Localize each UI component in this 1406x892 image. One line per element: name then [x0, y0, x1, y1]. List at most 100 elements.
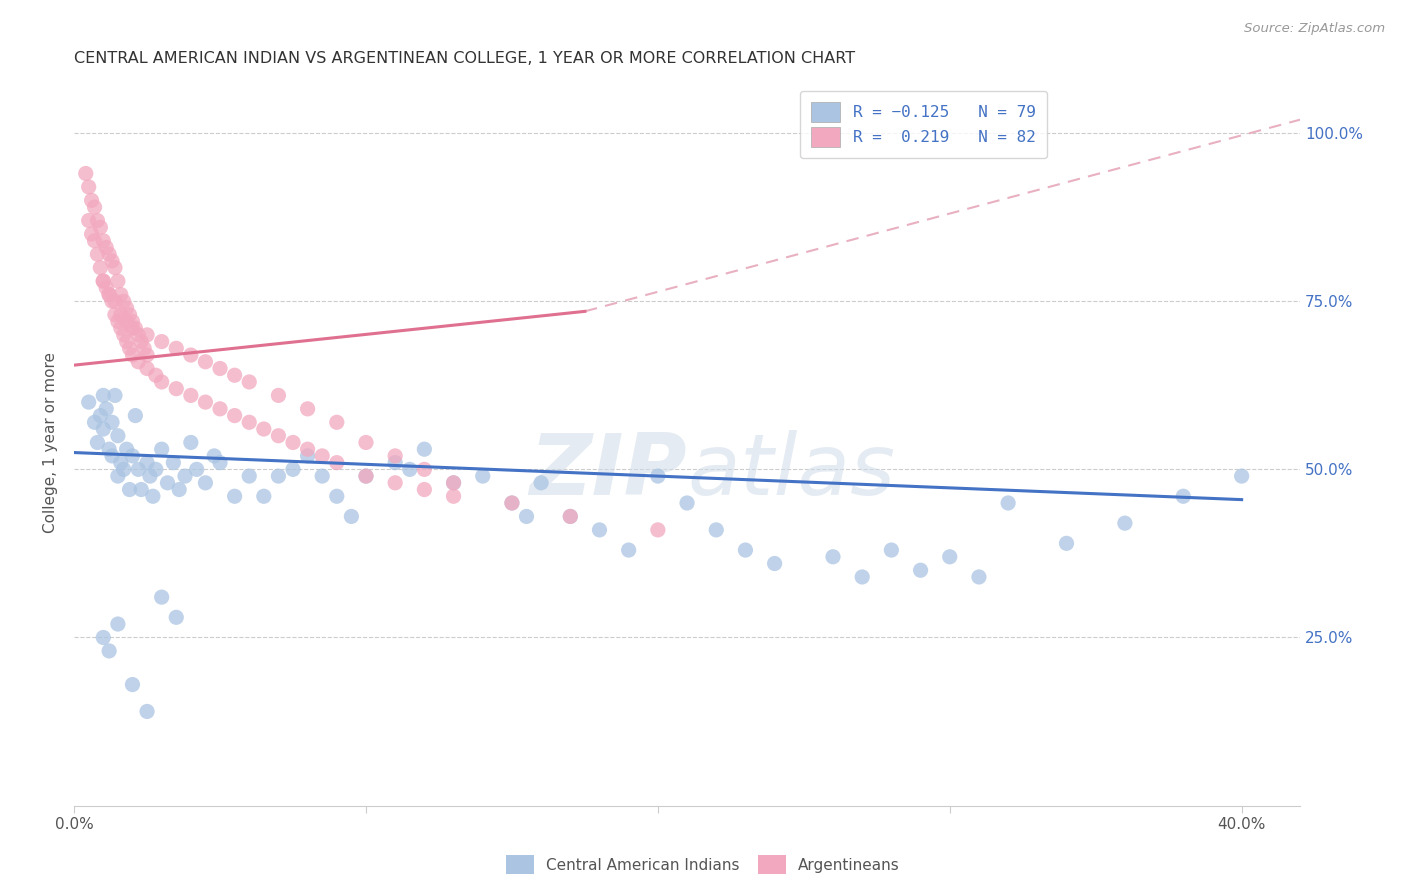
Point	[763, 557, 786, 571]
Point	[96, 401, 118, 416]
Point	[734, 543, 756, 558]
Point	[180, 388, 202, 402]
Point	[136, 348, 159, 362]
Point	[118, 308, 141, 322]
Point	[354, 469, 377, 483]
Point	[443, 489, 465, 503]
Point	[194, 355, 217, 369]
Point	[297, 401, 319, 416]
Point	[115, 334, 138, 349]
Point	[281, 435, 304, 450]
Point	[238, 415, 260, 429]
Point	[121, 314, 143, 328]
Point	[104, 294, 127, 309]
Point	[165, 610, 187, 624]
Point	[118, 342, 141, 356]
Point	[515, 509, 537, 524]
Point	[134, 342, 156, 356]
Point	[174, 469, 197, 483]
Point	[1230, 469, 1253, 483]
Point	[167, 483, 190, 497]
Point	[501, 496, 523, 510]
Point	[136, 361, 159, 376]
Point	[560, 509, 582, 524]
Point	[145, 368, 167, 383]
Point	[238, 375, 260, 389]
Point	[501, 496, 523, 510]
Point	[107, 274, 129, 288]
Point	[101, 294, 124, 309]
Point	[560, 509, 582, 524]
Point	[880, 543, 903, 558]
Point	[98, 247, 121, 261]
Point	[124, 409, 146, 423]
Point	[91, 388, 114, 402]
Point	[617, 543, 640, 558]
Point	[384, 456, 406, 470]
Point	[224, 489, 246, 503]
Point	[91, 234, 114, 248]
Point	[150, 442, 173, 457]
Point	[127, 355, 149, 369]
Point	[471, 469, 494, 483]
Point	[112, 327, 135, 342]
Point	[96, 240, 118, 254]
Point	[136, 705, 159, 719]
Point	[384, 475, 406, 490]
Point	[413, 462, 436, 476]
Point	[180, 348, 202, 362]
Point	[142, 489, 165, 503]
Point	[136, 327, 159, 342]
Point	[127, 462, 149, 476]
Point	[127, 327, 149, 342]
Point	[104, 388, 127, 402]
Point	[107, 429, 129, 443]
Point	[121, 677, 143, 691]
Point	[115, 301, 138, 315]
Point	[118, 483, 141, 497]
Point	[530, 475, 553, 490]
Point	[129, 483, 152, 497]
Point	[939, 549, 962, 564]
Point	[1056, 536, 1078, 550]
Point	[354, 469, 377, 483]
Point	[267, 388, 290, 402]
Point	[150, 590, 173, 604]
Point	[967, 570, 990, 584]
Point	[224, 409, 246, 423]
Point	[101, 415, 124, 429]
Point	[98, 287, 121, 301]
Point	[443, 475, 465, 490]
Point	[86, 247, 108, 261]
Legend: R = −0.125   N = 79, R =  0.219   N = 82: R = −0.125 N = 79, R = 0.219 N = 82	[800, 91, 1047, 158]
Point	[413, 483, 436, 497]
Point	[86, 213, 108, 227]
Point	[647, 523, 669, 537]
Point	[910, 563, 932, 577]
Point	[150, 375, 173, 389]
Text: CENTRAL AMERICAN INDIAN VS ARGENTINEAN COLLEGE, 1 YEAR OR MORE CORRELATION CHART: CENTRAL AMERICAN INDIAN VS ARGENTINEAN C…	[75, 51, 855, 66]
Point	[91, 631, 114, 645]
Point	[997, 496, 1019, 510]
Point	[238, 469, 260, 483]
Point	[83, 200, 105, 214]
Point	[112, 462, 135, 476]
Point	[267, 469, 290, 483]
Point	[80, 227, 103, 241]
Point	[139, 469, 162, 483]
Point	[80, 194, 103, 208]
Point	[311, 469, 333, 483]
Point	[704, 523, 727, 537]
Point	[112, 294, 135, 309]
Point	[202, 449, 225, 463]
Point	[253, 489, 276, 503]
Point	[180, 435, 202, 450]
Point	[101, 449, 124, 463]
Point	[311, 449, 333, 463]
Text: ZIP: ZIP	[530, 430, 688, 513]
Point	[208, 361, 231, 376]
Point	[98, 644, 121, 658]
Point	[121, 449, 143, 463]
Point	[165, 342, 187, 356]
Point	[326, 415, 349, 429]
